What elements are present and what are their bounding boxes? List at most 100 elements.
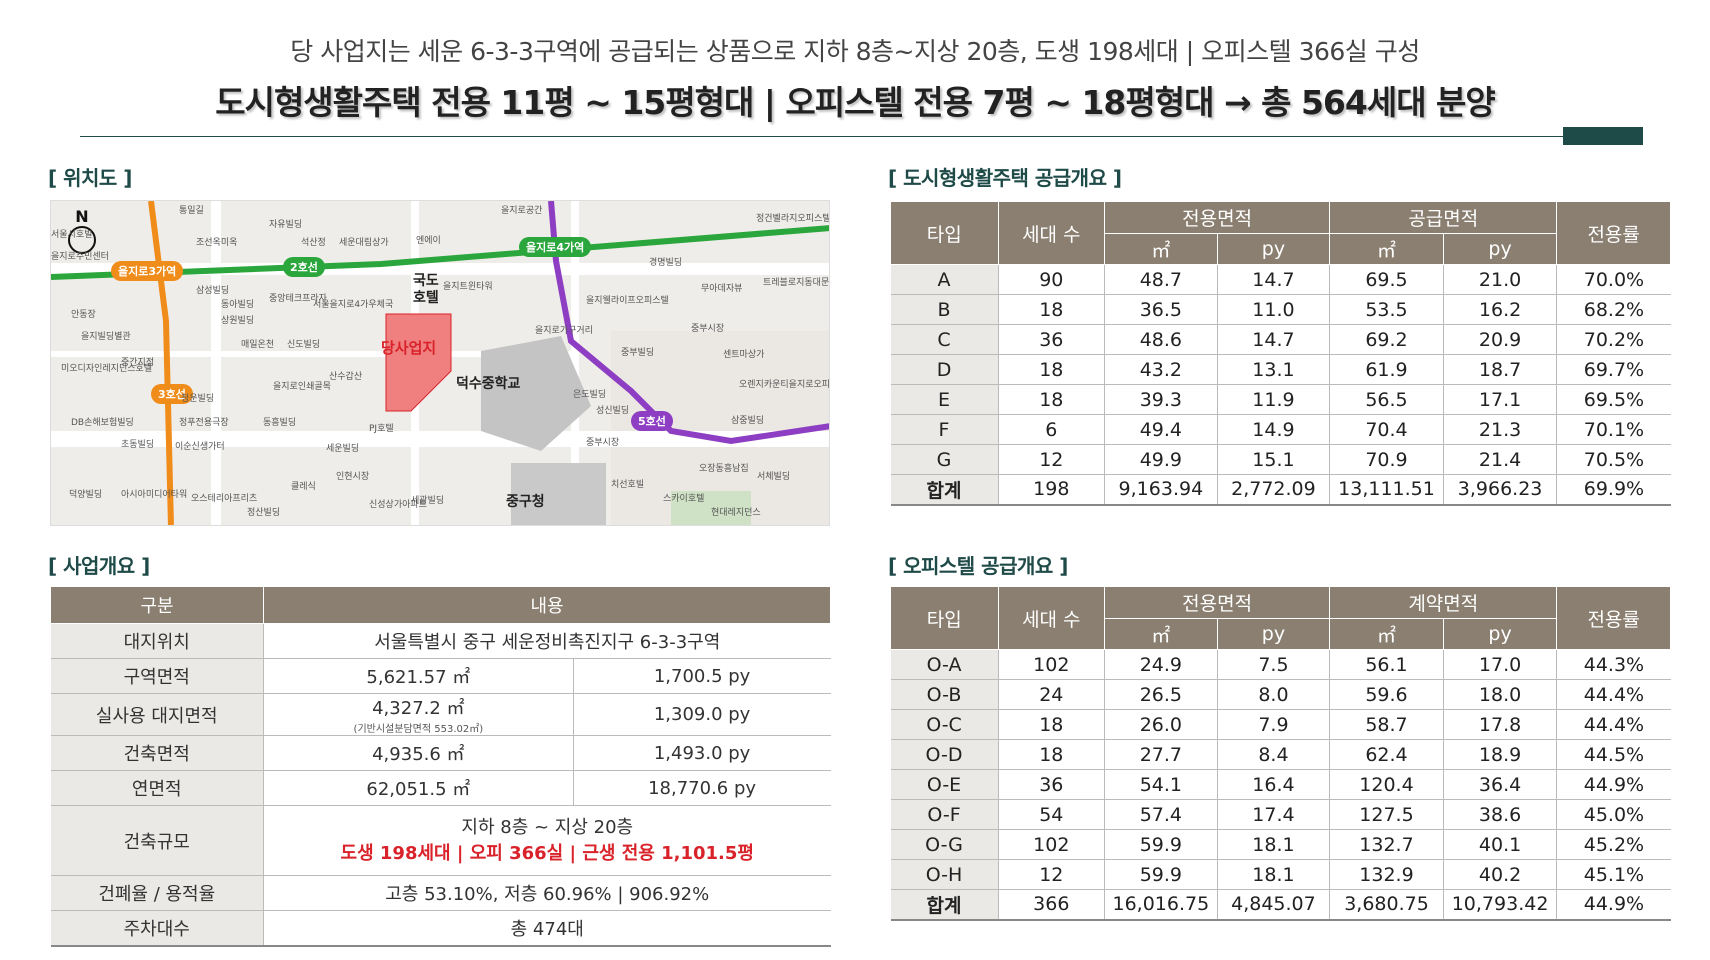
value-cell: 18.9	[1442, 739, 1557, 770]
business-title: [ 사업개요 ]	[48, 554, 150, 578]
type-cell: O-C	[890, 709, 999, 740]
row-key: 건축면적	[50, 735, 264, 771]
value-cell: 102	[997, 829, 1105, 860]
header-cell: 타입	[890, 201, 999, 265]
value-cell: 127.5	[1329, 799, 1444, 830]
value-cell: 132.7	[1329, 829, 1444, 860]
value-cell: 15.1	[1216, 444, 1330, 475]
map-label: 트레블로지동대문	[763, 278, 830, 288]
type-cell: O-G	[890, 829, 999, 860]
value-cell: 14.7	[1216, 264, 1330, 295]
value-cell: 69.5	[1329, 264, 1444, 295]
value-cell: 56.5	[1329, 384, 1444, 415]
header-cell: 세대 수	[997, 586, 1106, 650]
map-label: 을지로공간	[501, 206, 543, 216]
value-cell: 18	[997, 709, 1105, 740]
map-label: 은도빌딩	[573, 390, 607, 400]
value-cell: 6	[997, 414, 1105, 445]
value-cell: 3,680.75	[1329, 889, 1444, 921]
value-cell: 70.5%	[1556, 444, 1671, 475]
station-euljiro3[interactable]: 을지로3가역	[111, 261, 184, 281]
map-label: 세광빌딩	[411, 496, 445, 506]
table-row: 건축면적 4,935.6 ㎡ 1,493.0 py	[50, 735, 831, 771]
value-cell: 21.0	[1442, 264, 1557, 295]
school-label: 덕수중학교	[456, 376, 521, 392]
north-arrow: N	[65, 207, 99, 255]
hotel-label: 국도 호텔	[413, 273, 439, 306]
table-row: 연면적 62,051.5 ㎡ 18,770.6 py	[50, 770, 831, 806]
type-cell: C	[890, 324, 999, 355]
line5-badge: 5호선	[631, 411, 673, 431]
value-cell: 9,163.94	[1104, 474, 1218, 506]
map-label: 미오디자인레지던스호텔	[61, 364, 153, 374]
map-label: 동흥빌딩	[263, 418, 297, 428]
map-label: 을지로가구거리	[535, 326, 593, 336]
value-cell: 12	[997, 859, 1105, 890]
value-cell: 18.7	[1442, 354, 1557, 385]
value-cell: 70.1%	[1556, 414, 1671, 445]
row-value: 지하 8층 ~ 지상 20층 도생 198세대 | 오피 366실 | 근생 전…	[263, 805, 831, 876]
value-cell: 45.0%	[1556, 799, 1671, 830]
location-title: [ 위치도 ]	[48, 166, 132, 190]
table-row: O-D 18 27.7 8.4 62.4 18.9 44.5%	[890, 739, 1671, 770]
value-cell: 58.7	[1329, 709, 1444, 740]
urban-housing-title: [ 도시형생활주택 공급개요 ]	[888, 166, 1122, 190]
table-row: B 18 36.5 11.0 53.5 16.2 68.2%	[890, 294, 1671, 325]
value-cell: 18.0	[1442, 679, 1557, 710]
header-cell: 계약면적	[1329, 586, 1558, 619]
value-cell: 59.9	[1104, 859, 1218, 890]
value-cell: 198	[997, 474, 1105, 506]
header-cell: 전용면적	[1104, 586, 1331, 619]
map-label: 정산빌딩	[247, 508, 281, 518]
row-value-py: 1,309.0 py	[572, 693, 831, 736]
map-label: 석산정	[301, 238, 326, 248]
map-label: 서울을지로4가우체국	[313, 300, 394, 310]
map-label: 이순신생가터	[175, 442, 225, 452]
row-value: 고층 53.10%, 저층 60.96% | 906.92%	[263, 875, 831, 911]
map-label: 스카이호텔	[663, 494, 705, 504]
total-row: 합계 366 16,016.75 4,845.07 3,680.75 10,793.42 4…	[890, 889, 1671, 921]
value-cell: 17.4	[1216, 799, 1330, 830]
value-cell: 44.4%	[1556, 709, 1671, 740]
value-cell: 43.2	[1104, 354, 1218, 385]
value-cell: 26.0	[1104, 709, 1218, 740]
value-cell: 59.6	[1329, 679, 1444, 710]
type-cell: O-B	[890, 679, 999, 710]
officetel-title: [ 오피스텔 공급개요 ]	[888, 554, 1068, 578]
value-cell: 70.4	[1329, 414, 1444, 445]
type-cell: O-E	[890, 769, 999, 800]
value-cell: 14.9	[1216, 414, 1330, 445]
map-label: 인현시장	[336, 472, 370, 482]
map-label: 오스테리아프리츠	[191, 494, 258, 504]
value-cell: 8.0	[1216, 679, 1330, 710]
row-value: 서울특별시 중구 세운정비촉진지구 6-3-3구역	[263, 623, 831, 659]
header-cell: py	[1216, 618, 1331, 650]
value-cell: 18	[997, 739, 1105, 770]
business-table: 구분 내용 대지위치 서울특별시 중구 세운정비촉진지구 6-3-3구역 구역면…	[50, 586, 831, 947]
map-label: 현대레지던스	[711, 508, 761, 518]
type-cell: O-D	[890, 739, 999, 770]
map-label: 오장동흥남집	[699, 464, 749, 474]
type-cell: E	[890, 384, 999, 415]
value-cell: 13,111.51	[1329, 474, 1444, 506]
value-cell: 21.4	[1442, 444, 1557, 475]
station-euljiro4[interactable]: 을지로4가역	[519, 237, 592, 257]
table-header-row: 구분 내용	[50, 586, 831, 624]
map-label: 통일길	[179, 206, 204, 216]
map-label: 상원빌딩	[221, 316, 255, 326]
map-label: 조선옥미옥	[196, 238, 238, 248]
table-row: F 6 49.4 14.9 70.4 21.3 70.1%	[890, 414, 1671, 445]
map-label: 초동빌딩	[121, 440, 155, 450]
value-cell: 68.2%	[1556, 294, 1671, 325]
value-cell: 17.0	[1442, 649, 1557, 680]
type-cell: 합계	[890, 474, 999, 506]
location-map[interactable]: N 을지로3가역 2호선 을지로4가역 3호선 5호선 당사업지 덕수중학교 국…	[50, 200, 830, 526]
value-cell: 69.2	[1329, 324, 1444, 355]
map-label: 센트마상가	[723, 350, 765, 360]
header-cell: ㎡	[1329, 233, 1444, 265]
value-cell: 62.4	[1329, 739, 1444, 770]
map-label: 성신빌딩	[596, 406, 630, 416]
row-value-m2: 62,051.5 ㎡	[263, 770, 574, 806]
table-row: O-F 54 57.4 17.4 127.5 38.6 45.0%	[890, 799, 1671, 830]
header-cell: 내용	[263, 586, 831, 624]
